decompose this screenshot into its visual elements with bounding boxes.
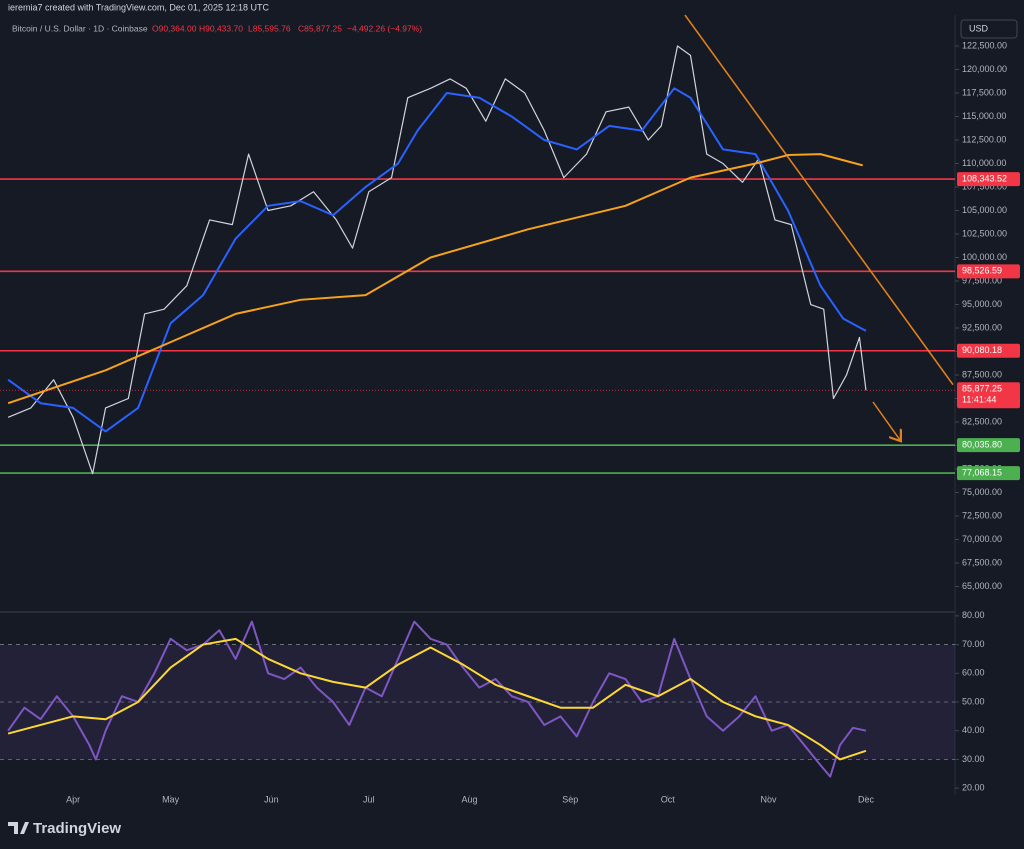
credit: ieremia7 created with TradingView.com, D… (8, 2, 269, 12)
y-tick-label: 110,000.00 (962, 158, 1006, 168)
level-label: 77,068.15 (962, 467, 1002, 477)
level-badge (957, 264, 1020, 279)
logo-text: TradingView (33, 820, 121, 837)
y-tick-label: 30.00 (962, 754, 985, 764)
y-tick-label: 95,000.00 (962, 299, 1002, 309)
y-tick-label: 122,500.00 (962, 40, 1007, 50)
symbol: Bitcoin / U.S. Dollar · 1D · Coinbase (12, 23, 148, 33)
level-badge (957, 438, 1020, 453)
y-tick-label: 50.00 (962, 696, 985, 706)
y-tick-label: 92,500.00 (962, 322, 1002, 332)
y-tick-label: 97,500.00 (962, 275, 1002, 285)
y-tick-label: 117,500.00 (962, 87, 1006, 97)
x-tick-label: Oct (661, 794, 676, 804)
series-line (7, 45, 867, 475)
y-tick-label: 70.00 (962, 639, 985, 649)
series-line (7, 637, 867, 761)
y-tick-label: 82,500.00 (962, 416, 1002, 426)
countdown-label: 11:41:44 (962, 395, 996, 405)
level-badge (957, 466, 1020, 481)
ohlc-open: O90,364.00 (152, 23, 197, 33)
x-tick-label: Jun (264, 794, 279, 804)
currency-box[interactable] (960, 19, 1018, 39)
ohlc-low: L85,595.76 (248, 23, 291, 33)
y-tick-label: 60.00 (962, 668, 985, 678)
y-tick-label: 107,500.00 (962, 181, 1007, 191)
y-tick-label: 20.00 (962, 782, 985, 792)
logo-icon (8, 822, 29, 834)
level-label: 98,526.59 (962, 266, 1002, 276)
y-tick-label: 67,500.00 (962, 557, 1002, 567)
y-tick-label: 115,000.00 (962, 111, 1006, 121)
y-tick-label: 80.00 (962, 610, 985, 620)
y-tick-label: 75,000.00 (962, 487, 1002, 497)
x-tick-label: Aug (462, 794, 478, 804)
y-tick-label: 70,000.00 (962, 534, 1002, 544)
y-tick-label: 102,500.00 (962, 228, 1007, 238)
y-tick-label: 120,000.00 (962, 64, 1007, 74)
series-line (7, 153, 863, 405)
y-tick-label: 105,000.00 (962, 205, 1007, 215)
y-tick-label: 100,000.00 (962, 252, 1007, 262)
level-label: 108,343.52 (962, 173, 1007, 183)
series-line (7, 87, 867, 433)
ohlc-close: C85,877.25 (298, 23, 342, 33)
y-tick-label: 72,500.00 (962, 510, 1002, 520)
projection-arrow (872, 401, 900, 440)
y-tick-label: 40.00 (962, 725, 985, 735)
currency[interactable]: USD (969, 23, 989, 33)
x-tick-label: Jul (363, 794, 375, 804)
last-price-label: 85,877.25 (962, 384, 1002, 394)
series-line (7, 620, 867, 778)
level-badge (957, 343, 1020, 358)
logo: TradingView (8, 820, 121, 837)
x-tick-label: Sep (562, 794, 578, 804)
last-price-badge (957, 382, 1020, 409)
trend-line (684, 14, 954, 386)
x-tick-label: Apr (66, 794, 80, 804)
y-tick-label: 112,500.00 (962, 134, 1006, 144)
level-badge (957, 172, 1020, 187)
y-tick-label: 65,000.00 (962, 581, 1002, 591)
x-tick-label: Dec (858, 794, 875, 804)
x-tick-label: Nov (760, 794, 777, 804)
level-label: 80,035.80 (962, 440, 1002, 450)
y-tick-label: 87,500.00 (962, 369, 1002, 379)
ohlc-change: −4,492.26 (−4.97%) (347, 23, 422, 33)
level-label: 90,080.18 (962, 345, 1002, 355)
x-tick-label: May (162, 794, 180, 804)
ohlc-high: H90,433.70 (199, 23, 243, 33)
